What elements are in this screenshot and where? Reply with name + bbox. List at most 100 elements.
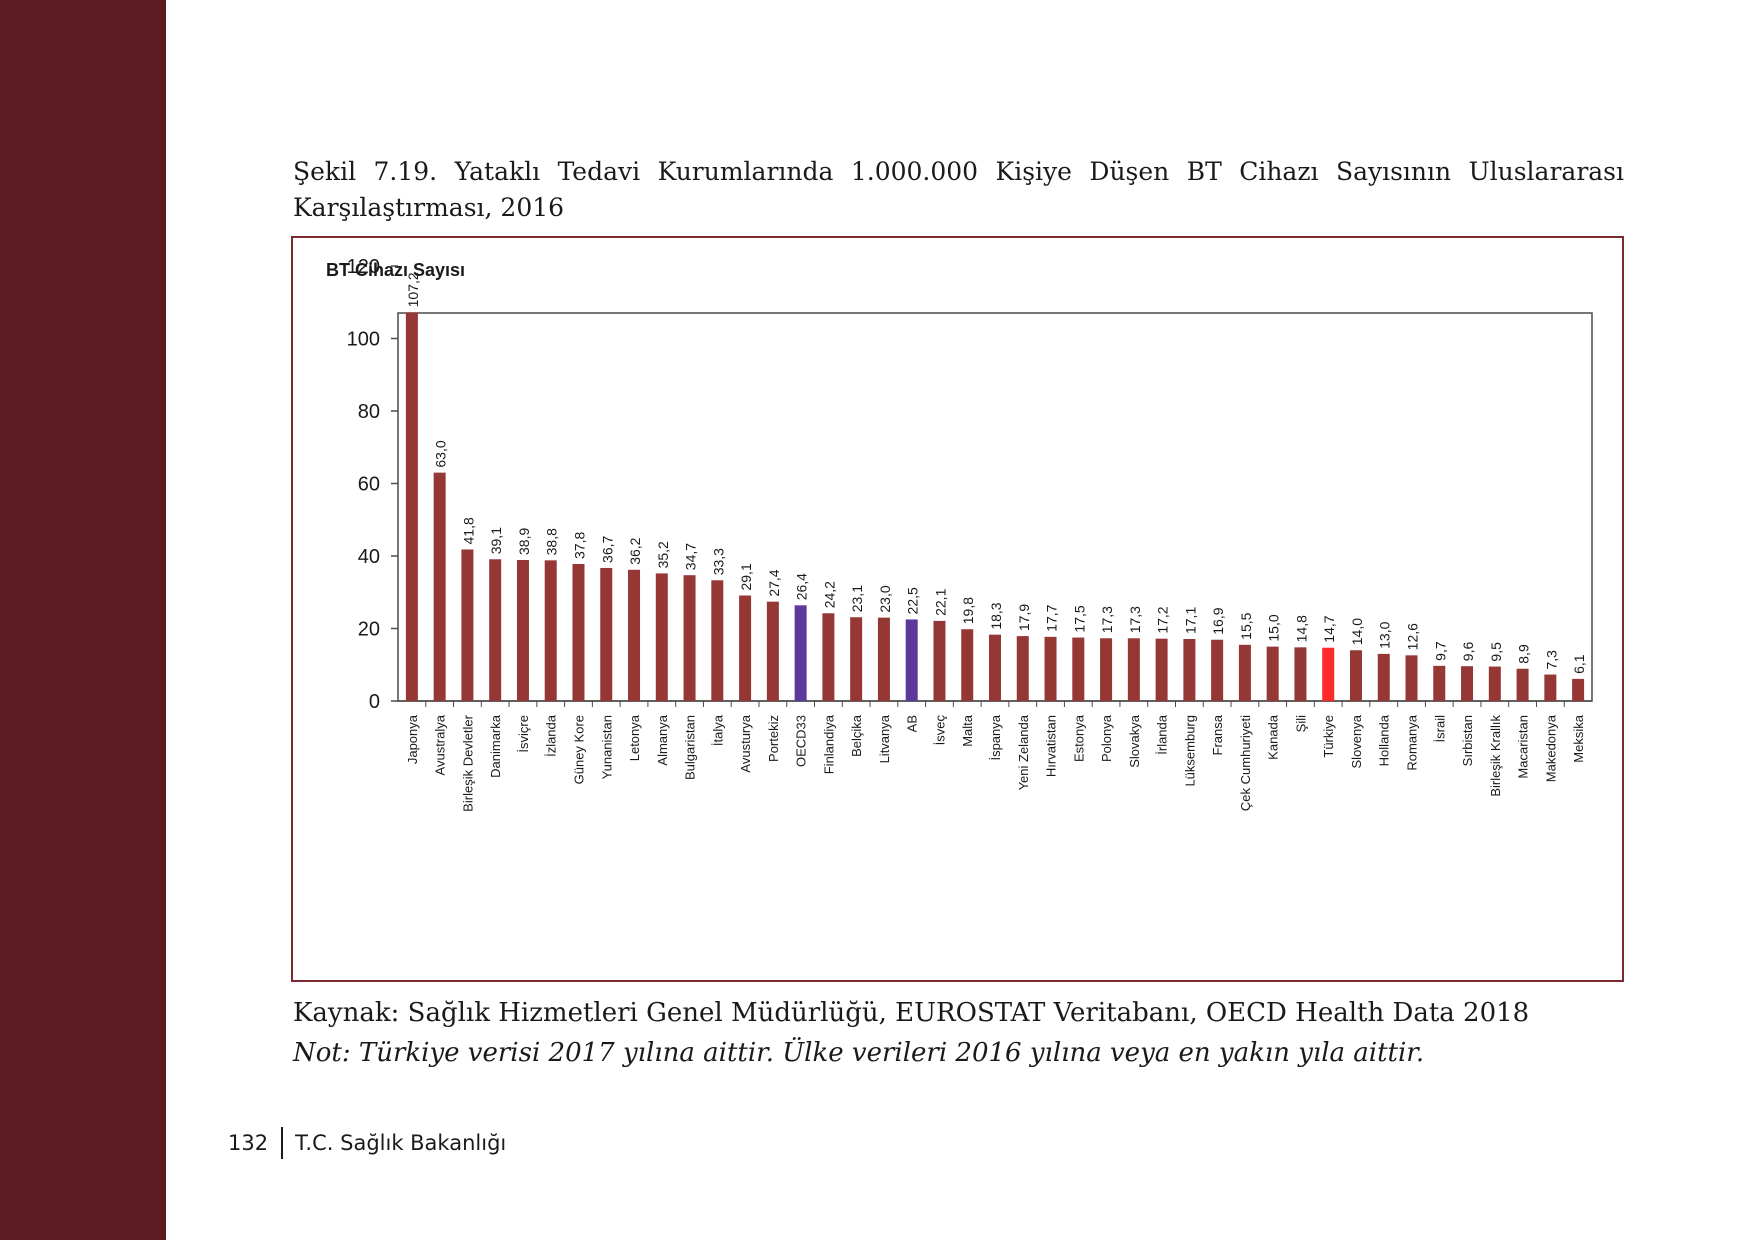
category-label: Avusturya: [738, 714, 753, 772]
value-label: 17,3: [1099, 606, 1115, 633]
bar-OECD33: [794, 605, 807, 701]
bar-Bulgaristan: [683, 575, 696, 701]
value-label: 27,4: [766, 569, 782, 596]
category-label: Finlandiya: [821, 714, 836, 774]
bar-Makedonya: [1544, 674, 1557, 701]
category-label: Birleşik Devletler: [460, 714, 475, 811]
category-label: Letonya: [627, 714, 642, 761]
category-label: Portekiz: [766, 715, 781, 762]
bar-Belçika: [850, 617, 863, 701]
bar-İspanya: [989, 634, 1001, 701]
category-label: Avustralya: [433, 714, 448, 775]
category-label: Estonya: [1071, 714, 1086, 762]
bar-Lüksemburg: [1183, 639, 1196, 701]
value-label: 9,7: [1432, 641, 1448, 661]
value-label: 22,1: [932, 588, 948, 615]
category-label: Malta: [960, 714, 975, 747]
y-tick-label: 20: [358, 619, 380, 641]
category-label: Birleşik Krallık: [1488, 715, 1503, 797]
bar-chart: BT Cihazı Sayısı 0 20 40 60 80 100 120 107,2 Jap…: [326, 256, 1593, 812]
bar-Japonya: [405, 312, 418, 701]
bar-Finlandiya: [822, 613, 835, 701]
bar-Estonya: [1072, 637, 1085, 701]
y-tick-label: 100: [347, 329, 380, 351]
category-label: Polonya: [1099, 714, 1114, 762]
value-label: 38,9: [516, 528, 532, 555]
bar-İsveç: [933, 620, 946, 701]
bar-Avustralya: [433, 472, 446, 701]
value-label: 23,0: [877, 585, 893, 612]
category-label: İzlanda: [544, 714, 559, 757]
bar-Malta: [961, 629, 974, 701]
bar-Hollanda: [1377, 653, 1390, 701]
value-label: 33,3: [710, 548, 726, 575]
bar-Danimarka: [489, 559, 502, 701]
category-label: İsrail: [1432, 715, 1447, 743]
y-tick-label: 80: [358, 401, 380, 423]
value-label: 17,9: [1016, 604, 1032, 631]
y-tick-label: 120: [347, 256, 380, 278]
bar-Kanada: [1266, 646, 1279, 701]
value-label: 15,0: [1266, 614, 1282, 641]
bar-Birleşik Devletler: [461, 549, 474, 701]
category-label: Yeni Zelanda: [1016, 714, 1031, 790]
category-label: Romanya: [1405, 714, 1420, 770]
value-label: 18,3: [988, 602, 1004, 629]
category-label: Macaristan: [1516, 715, 1531, 779]
publisher-name: T.C. Sağlık Bakanlığı: [295, 1131, 507, 1155]
category-label: Güney Kore: [571, 715, 586, 784]
bar-Birleşik Krallık: [1488, 666, 1501, 701]
value-label: 41,8: [460, 517, 476, 544]
category-label: Slovakya: [1127, 714, 1142, 768]
category-label: Slovenya: [1349, 714, 1364, 768]
category-label: Almanya: [655, 714, 670, 765]
value-label: 36,2: [627, 537, 643, 564]
page-footer: 132 T.C. Sağlık Bakanlığı: [228, 1126, 506, 1160]
category-label: Türkiye: [1321, 715, 1336, 758]
value-label: 17,1: [1182, 607, 1198, 634]
bar-İsviçre: [516, 559, 529, 701]
bar-İrlanda: [1155, 638, 1168, 701]
bar-Güney Kore: [572, 563, 585, 701]
category-label: İtalya: [710, 714, 725, 746]
footer-separator: [281, 1127, 284, 1159]
category-label: Bulgaristan: [683, 715, 698, 780]
value-label: 15,5: [1238, 612, 1254, 639]
value-label: 7,3: [1543, 650, 1559, 670]
value-label: 37,8: [571, 532, 587, 559]
value-label: 16,9: [1210, 607, 1226, 634]
bar-Sırbistan: [1461, 666, 1474, 701]
source-line: Kaynak: Sağlık Hizmetleri Genel Müdürlüğ…: [293, 998, 1530, 1028]
value-label: 8,9: [1516, 644, 1532, 664]
category-label: İsviçre: [516, 715, 531, 753]
value-label: 9,6: [1460, 642, 1476, 662]
value-label: 17,7: [1044, 604, 1060, 631]
category-label: Makedonya: [1543, 714, 1558, 782]
chart-frame: BT Cihazı Sayısı 0 20 40 60 80 100 120 107,2 Jap…: [291, 236, 1624, 982]
figure-caption: Şekil 7.19. Yataklı Tedavi Kurumlarında …: [293, 157, 1624, 222]
value-label: 63,0: [433, 440, 449, 467]
category-label: Lüksemburg: [1182, 715, 1197, 787]
value-label: 34,7: [683, 543, 699, 570]
bar-AB: [905, 619, 918, 701]
category-label: Şili: [1293, 715, 1308, 732]
category-label: İsveç: [932, 715, 947, 746]
category-label: AB: [905, 715, 920, 732]
value-label: 17,2: [1155, 606, 1171, 633]
note-line: Not: Türkiye verisi 2017 yılına aittir. …: [293, 1038, 1425, 1068]
value-label: 36,7: [599, 536, 615, 563]
value-label: 6,1: [1571, 654, 1587, 674]
value-label: 22,5: [905, 587, 921, 614]
bar-İsrail: [1433, 665, 1446, 701]
value-label: 14,8: [1293, 615, 1309, 642]
value-label: 19,8: [960, 597, 976, 624]
value-label: 12,6: [1405, 623, 1421, 650]
value-label: 26,4: [794, 573, 810, 600]
bar-İtalya: [711, 580, 724, 701]
bar-Slovenya: [1349, 650, 1362, 701]
value-label: 39,1: [488, 527, 504, 554]
bar-Çek Cumhuriyeti: [1238, 644, 1251, 701]
value-label: 35,2: [655, 541, 671, 568]
value-label: 38,8: [544, 528, 560, 555]
category-label: Kanada: [1266, 714, 1281, 760]
